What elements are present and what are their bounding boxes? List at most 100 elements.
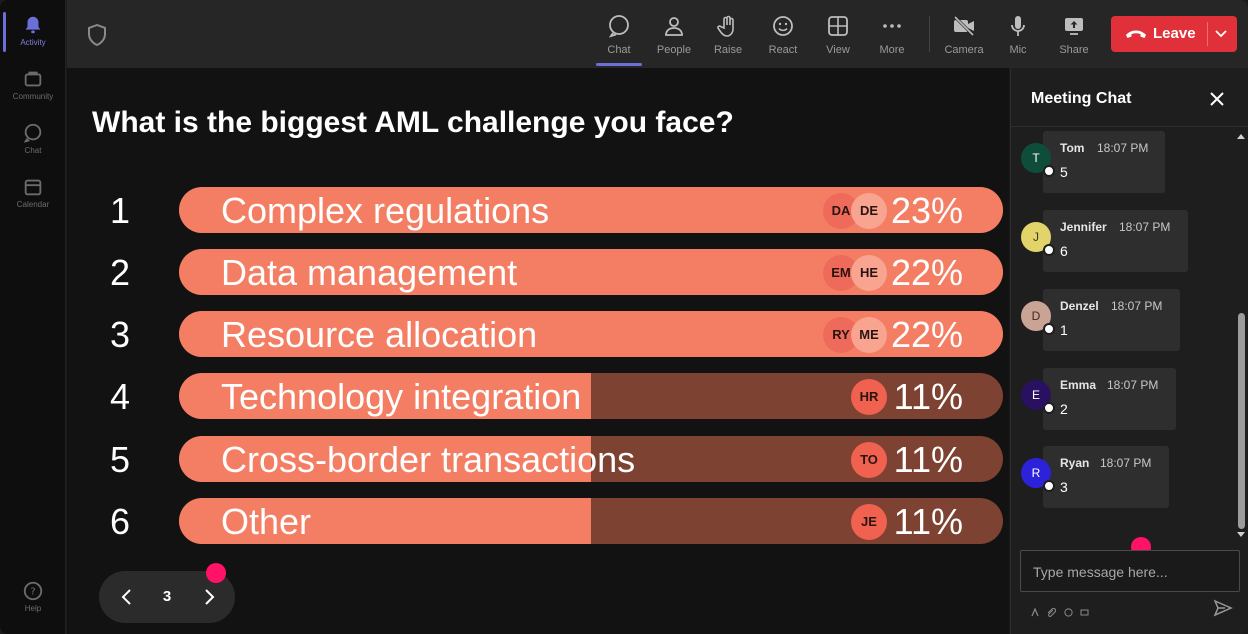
hang-up-icon	[1126, 30, 1146, 38]
format-text-icon[interactable]	[1031, 607, 1040, 617]
close-icon[interactable]	[1208, 90, 1226, 108]
view-label: View	[826, 44, 850, 56]
poll-option-percent: 11%	[893, 439, 963, 480]
chevron-left-icon[interactable]	[117, 587, 137, 607]
poll-option-bar: Other JE 11%	[179, 498, 1003, 544]
chat-sender-name: Emma	[1060, 378, 1097, 392]
people-button[interactable]: People	[649, 8, 699, 62]
poll-option-label: Data management	[221, 252, 518, 293]
svg-text:?: ?	[30, 587, 35, 598]
poll-option-bar: Cross-border transactions TO 11%	[179, 436, 1003, 482]
grid-view-icon	[828, 16, 848, 36]
leave-divider	[1207, 22, 1208, 46]
poll-option-fill	[179, 436, 591, 482]
poll-option-bar: Data management EM HE 22%	[179, 249, 1003, 295]
emoji-icon[interactable]	[1064, 608, 1073, 617]
chat-message-text: 6	[1060, 243, 1068, 259]
chat-message-input[interactable]	[1033, 561, 1229, 583]
chat-sender-name: Jennifer	[1060, 220, 1107, 234]
presence-status-dot	[1043, 323, 1055, 335]
shield-icon[interactable]	[87, 24, 107, 46]
share-label: Share	[1059, 44, 1089, 56]
attach-icon[interactable]	[1047, 607, 1057, 617]
poll-option-number: 1	[109, 190, 131, 231]
poll-option-percent: 11%	[893, 501, 963, 542]
chat-message-bubble: Denzel 18:07 PM 1	[1043, 289, 1180, 351]
chat-icon	[608, 15, 629, 38]
poll-option-row: 3 Resource allocation RY ME 22%	[67, 310, 1009, 358]
chat-message: Denzel 18:07 PM 1 D	[1019, 289, 1189, 353]
more-button[interactable]: More	[867, 8, 917, 62]
leave-label: Leave	[1153, 25, 1196, 42]
poll-option-bar: Technology integration HR 11%	[179, 373, 1003, 419]
chat-timestamp: 18:07 PM	[1111, 299, 1163, 313]
chevron-down-icon[interactable]	[1214, 28, 1228, 40]
chat-message-bubble: Emma 18:07 PM 2	[1043, 368, 1176, 430]
rail-item-activity[interactable]: Activity	[0, 8, 66, 54]
chat-message: Tom 18:07 PM 5 T	[1019, 131, 1189, 195]
poll-option-percent: 22%	[890, 314, 963, 355]
share-button[interactable]: Share	[1049, 8, 1099, 62]
poll-option-number: 6	[109, 501, 131, 542]
raise-hand-button[interactable]: Raise	[703, 8, 753, 62]
format-toolbar	[1031, 604, 1092, 617]
poll-option-bar: Resource allocation RY ME 22%	[179, 311, 1003, 357]
poll-option-row: 5 Cross-border transactions TO 11%	[67, 435, 1009, 483]
presence-status-dot	[1043, 402, 1055, 414]
chat-message: Emma 18:07 PM 2 E	[1019, 368, 1189, 432]
people-icon	[665, 17, 683, 36]
chat-message: Ryan 18:07 PM 3 R	[1019, 446, 1189, 510]
chat-message-text: 5	[1060, 164, 1068, 180]
community-icon	[24, 71, 42, 87]
poll-option-row: 2 Data management EM HE 22%	[67, 248, 1009, 296]
poll-option-number: 5	[109, 439, 131, 480]
react-label: React	[768, 44, 798, 56]
scroll-down-icon[interactable]	[1236, 531, 1246, 539]
chat-message-bubble: Ryan 18:07 PM 3	[1043, 446, 1169, 508]
chat-message: Jennifer 18:07 PM 6 J	[1019, 210, 1189, 274]
poll-option-fill	[179, 373, 591, 419]
rail-item-help[interactable]: ? Help	[0, 574, 66, 620]
chat-icon	[23, 123, 42, 143]
calendar-icon	[24, 179, 42, 196]
rail-label-chat: Chat	[24, 146, 42, 155]
rail-item-community[interactable]: Community	[0, 62, 66, 108]
chat-sender-name: Tom	[1060, 141, 1085, 155]
chat-scroll-thumb[interactable]	[1238, 313, 1245, 529]
poll-option-row: 6 Other JE 11%	[67, 497, 1009, 545]
poll-option-row: 4 Technology integration HR 11%	[67, 372, 1009, 420]
rail-label-activity: Activity	[20, 38, 46, 47]
chevron-right-icon[interactable]	[199, 587, 219, 607]
voter-avatar: HR	[851, 379, 887, 415]
rail-item-calendar[interactable]: Calendar	[0, 170, 66, 216]
chat-input-box[interactable]	[1020, 550, 1240, 592]
voter-avatar: ME	[851, 317, 887, 353]
leave-button[interactable]: Leave	[1111, 16, 1237, 52]
mic-button[interactable]: Mic	[993, 8, 1043, 62]
notification-dot	[206, 563, 226, 583]
react-button[interactable]: React	[758, 8, 808, 62]
poll-question: What is the biggest AML challenge you fa…	[92, 106, 734, 139]
chat-sender-name: Denzel	[1060, 299, 1099, 313]
more-label: More	[879, 44, 905, 56]
rail-item-chat[interactable]: Chat	[0, 116, 66, 162]
poll-stage: What is the biggest AML challenge you fa…	[67, 68, 1009, 634]
gif-icon[interactable]	[1080, 608, 1089, 617]
poll-option-number: 3	[109, 314, 131, 355]
poll-option-label: Complex regulations	[221, 190, 550, 231]
voter-avatar: DE	[851, 193, 887, 229]
scroll-up-icon[interactable]	[1236, 132, 1246, 140]
meeting-toolbar: Chat People Raise React View More Camera	[67, 0, 1248, 68]
view-button[interactable]: View	[813, 8, 863, 62]
rail-label-community: Community	[12, 92, 54, 101]
toolbar-divider	[929, 16, 930, 52]
camera-button[interactable]: Camera	[939, 8, 989, 62]
presence-status-dot	[1043, 165, 1055, 177]
camera-label: Camera	[944, 44, 984, 56]
avatar[interactable]: T	[1021, 143, 1051, 173]
send-icon[interactable]	[1213, 598, 1233, 618]
chat-message-text: 3	[1060, 479, 1068, 495]
bell-icon	[25, 16, 41, 34]
chat-button[interactable]: Chat	[594, 8, 644, 66]
